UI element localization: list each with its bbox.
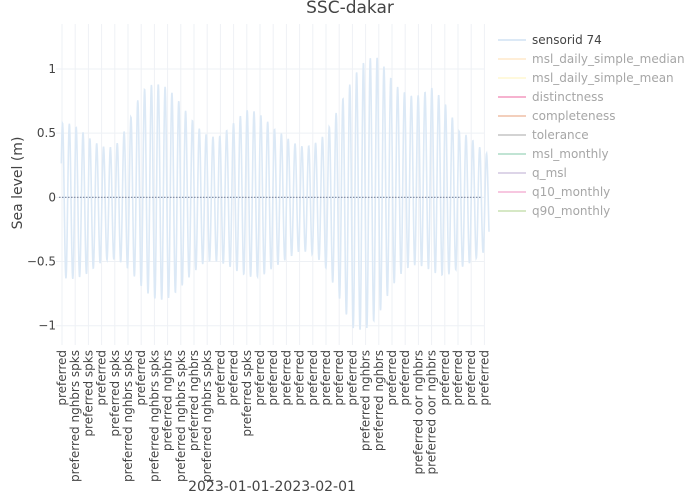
x-tick-label: preferred spks: [240, 350, 254, 437]
x-tick-label: preferred: [279, 350, 293, 406]
series-line-sensorid-74: [60, 57, 490, 330]
y-tick-label: 1: [48, 62, 56, 76]
legend-entry-label: sensorid 74: [532, 33, 602, 47]
y-tick-label: 0.5: [37, 126, 56, 140]
x-tick-label: preferred: [95, 350, 109, 406]
legend-entry-label: q_msl: [532, 166, 567, 180]
x-tick-label: preferred nghbrs spks: [68, 350, 82, 482]
x-tick-label: preferred: [253, 350, 267, 406]
legend-entry-label: msl_monthly: [532, 147, 609, 161]
x-tick-label: preferred spks: [108, 350, 122, 437]
x-tick-label: preferred: [398, 350, 412, 406]
x-tick-label: preferred: [385, 350, 399, 406]
legend-entry-label: msl_daily_simple_mean: [532, 71, 674, 85]
x-tick-label: preferred nghbrs: [359, 350, 373, 451]
x-tick-label: preferred: [213, 350, 227, 406]
x-tick-label: preferred: [266, 350, 280, 406]
x-tick-label: preferred nghbrs: [161, 350, 175, 451]
x-tick-label: preferred: [464, 350, 478, 406]
x-tick-label: preferred: [55, 350, 69, 406]
x-tick-label: preferred: [306, 350, 320, 406]
series-layer: [59, 57, 490, 330]
x-tick-label: preferred: [477, 350, 491, 406]
x-tick-label: preferred nghbrs spks: [200, 350, 214, 482]
legend-entry-label: completeness: [532, 109, 616, 123]
chart-title: SSC-dakar: [306, 0, 394, 18]
x-tick-label: preferred: [451, 350, 465, 406]
x-tick-label: preferred: [345, 350, 359, 406]
legend: sensorid 74 msl_daily_simple_median msl_da…: [498, 33, 685, 218]
x-tick-label: preferred: [319, 350, 333, 406]
x-tick-label: preferred spks: [81, 350, 95, 437]
x-tick-label: preferred: [332, 350, 346, 406]
x-tick-label: preferred nghbrs spks: [121, 350, 135, 482]
y-tick-label: −1: [38, 319, 56, 333]
y-tick-label: 0: [48, 190, 56, 204]
x-tick-label: preferred oor nghbrs: [425, 350, 439, 475]
legend-entry-label: msl_daily_simple_median: [532, 52, 685, 66]
legend-entry-label: tolerance: [532, 128, 589, 142]
y-axis-title: Sea level (m): [10, 137, 26, 230]
x-tick-label: preferred nghbrs spks: [147, 350, 161, 482]
x-tick-label: preferred: [293, 350, 307, 406]
legend-entry-label: q90_monthly: [532, 204, 610, 218]
x-axis-ticks: preferred preferred nghbrs spks preferred …: [55, 350, 491, 482]
x-tick-label: preferred oor nghbrs: [411, 350, 425, 475]
x-tick-label: preferred nghbrs: [372, 350, 386, 451]
x-tick-label: preferred: [227, 350, 241, 406]
y-tick-label: −0.5: [27, 255, 56, 269]
x-tick-label: preferred nghbrs: [187, 350, 201, 451]
x-tick-label: preferred: [134, 350, 148, 406]
y-axis-ticks: −1 −0.5 0 0.5 1: [27, 62, 56, 333]
legend-entry-label: q10_monthly: [532, 185, 610, 199]
x-axis-title: 2023-01-01-2023-02-01: [188, 479, 356, 495]
x-tick-label: preferred nghbrs spks: [174, 350, 188, 482]
legend-entry-label: distinctness: [532, 90, 604, 104]
x-tick-label: preferred: [438, 350, 452, 406]
